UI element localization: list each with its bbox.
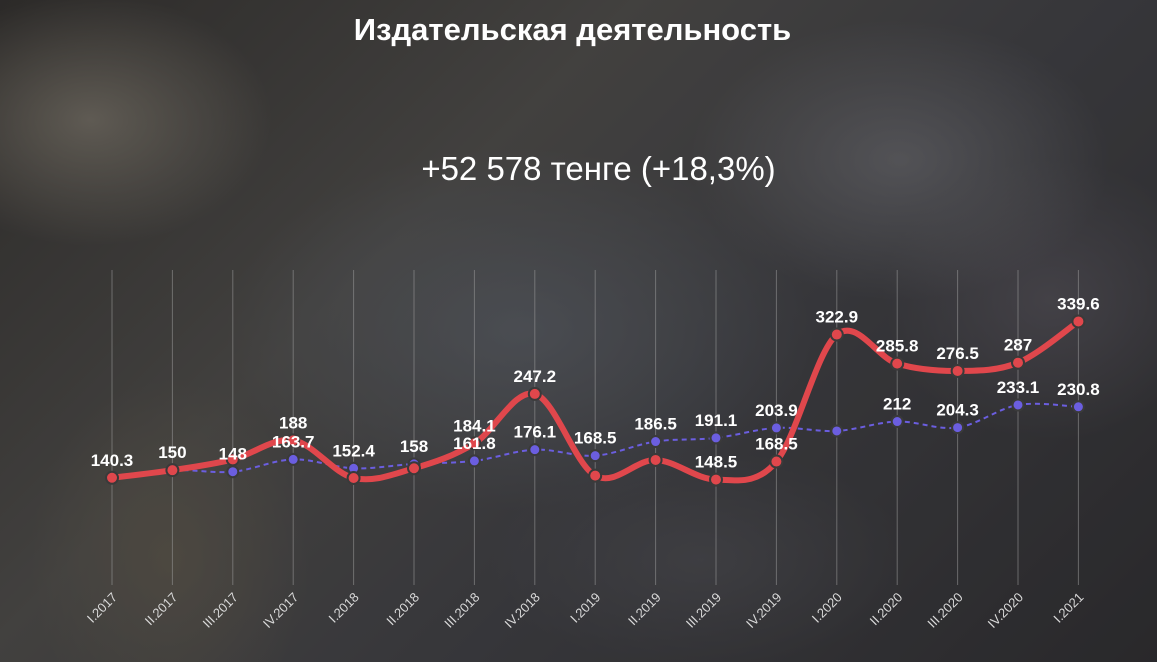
x-tick-label: III.2018	[441, 590, 482, 631]
series-a-point	[286, 433, 301, 448]
x-tick-label: I.2019	[567, 590, 603, 626]
x-tick-label: III.2017	[200, 590, 241, 631]
series-b-data-label: 230.8	[1057, 380, 1100, 399]
series-a-data-label: 188	[279, 413, 307, 432]
series-b-point	[890, 415, 904, 429]
series-a-point	[105, 470, 119, 485]
series-a-data-label: 285.8	[876, 337, 919, 356]
x-tick-label: I.2018	[326, 590, 362, 626]
series-b-point	[1071, 400, 1085, 414]
series-b-data-label: 152.4	[332, 441, 375, 460]
x-tick-label: IV.2019	[743, 590, 784, 631]
series-a-data-label: 339.6	[1057, 294, 1100, 313]
series-a-point	[588, 468, 603, 483]
x-tick-label: I.2021	[1050, 590, 1086, 626]
series-a-data-label: 247.2	[514, 367, 557, 386]
x-tick-label: II.2019	[625, 590, 664, 629]
series-a-data-label: 184.1	[453, 416, 496, 435]
x-tick-label: III.2020	[924, 590, 965, 631]
series-b-point	[588, 449, 602, 463]
x-tick-label: II.2018	[383, 590, 422, 629]
series-a-data-label: 140.3	[91, 451, 134, 470]
series-b-data-label: 161.8	[453, 434, 496, 453]
x-tick-label: I.2017	[84, 590, 120, 626]
x-tick-label: I.2020	[809, 590, 845, 626]
series-a-point	[648, 452, 663, 467]
series-b-point	[951, 421, 965, 435]
x-tick-label: IV.2020	[985, 590, 1026, 631]
series-b-data-label: 163.7	[272, 432, 315, 451]
series-a-point	[225, 452, 240, 467]
x-tick-label: II.2017	[142, 590, 181, 629]
series-b-data-label: 204.3	[936, 401, 979, 420]
series-a-data-label: 276.5	[936, 344, 979, 363]
x-tick-label: IV.2018	[501, 590, 542, 631]
series-b-point	[467, 454, 481, 468]
series-b-point	[528, 443, 542, 457]
series-a-point	[769, 454, 784, 469]
series-a-point	[890, 356, 905, 371]
series-b-data-label: 186.5	[634, 415, 677, 434]
series-a-point	[165, 463, 180, 478]
series-a-point	[407, 461, 421, 476]
series-a-point	[829, 327, 844, 342]
series-b-data-label: 203.9	[755, 401, 798, 420]
series-b-point	[830, 424, 844, 438]
series-b-point	[1011, 398, 1025, 412]
series-a-point	[527, 386, 542, 401]
series-a-data-label: 322.9	[816, 308, 859, 327]
series-b-data-label: 191.1	[695, 411, 738, 430]
chart-subtitle: +52 578 тенге (+18,3%)	[421, 150, 776, 187]
series-b-data-label: 148	[219, 445, 247, 464]
series-a-data-label: 150	[158, 443, 186, 462]
series-b-data-label: 212	[883, 395, 911, 414]
series-b-point	[769, 421, 783, 435]
series-a-point	[346, 470, 361, 485]
x-tick-label: III.2019	[683, 590, 724, 631]
series-b-point	[649, 435, 663, 449]
series-b-data-label: 168.5	[574, 429, 617, 448]
series-a-data-label: 148.5	[695, 453, 738, 472]
series-b-data-label: 176.1	[514, 423, 557, 442]
chart-title: Издательская деятельность	[353, 12, 792, 47]
series-a-data-label: 287	[1004, 336, 1032, 355]
series-b-point	[709, 431, 723, 445]
series-a-point	[467, 436, 482, 451]
series-a-point	[1071, 314, 1086, 329]
series-b-data-label: 158	[400, 437, 428, 456]
x-tick-label: IV.2017	[260, 590, 301, 631]
series-b-point	[226, 465, 240, 479]
series-b-point	[286, 452, 300, 466]
series-a-data-label: 168.5	[755, 435, 798, 454]
series-a-point	[950, 363, 965, 378]
x-tick-label: II.2020	[867, 590, 906, 629]
series-b-data-label: 233.1	[997, 378, 1040, 397]
series-a-point	[1011, 355, 1025, 370]
series-a-point	[709, 472, 723, 487]
